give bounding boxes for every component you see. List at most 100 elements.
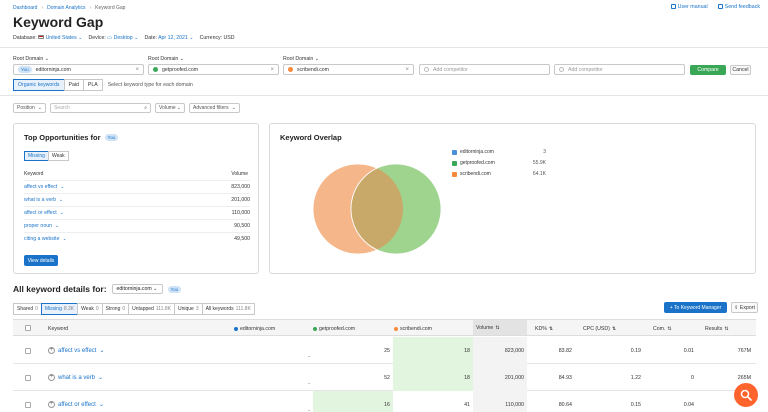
export-label: Export bbox=[739, 304, 755, 311]
legend-item[interactable]: editorninja.com 3 bbox=[452, 149, 546, 155]
database-value: United States bbox=[45, 35, 77, 41]
keyword-text: affect or effect bbox=[58, 401, 96, 408]
tab-missing[interactable]: Missing 8.3K bbox=[40, 303, 79, 315]
tab-untapped[interactable]: Untapped 111.8K bbox=[128, 303, 175, 315]
view-details-button[interactable]: View details bbox=[24, 255, 58, 266]
cancel-button[interactable]: Cancel bbox=[730, 65, 751, 75]
opportunity-keyword[interactable]: citing a website bbox=[24, 236, 60, 242]
col-com[interactable]: Com. ⇅ bbox=[653, 326, 672, 332]
legend-item[interactable]: getproofed.com 55.9K bbox=[452, 160, 546, 166]
venn-diagram: ◦ bbox=[312, 163, 442, 255]
add-competitor-input[interactable]: Add competitor bbox=[554, 64, 685, 75]
domain-input-competitor-1[interactable]: getproofed.com × bbox=[148, 64, 279, 75]
root-domain-dropdown[interactable]: Root Domain ⌄ bbox=[148, 56, 184, 62]
opportunity-keyword[interactable]: what is a verb bbox=[24, 197, 57, 203]
list-item: affect or effect ⌄ 110,000 bbox=[24, 206, 250, 219]
compare-button[interactable]: Compare bbox=[690, 65, 726, 75]
tab-weak[interactable]: Weak bbox=[47, 151, 69, 161]
opportunity-keyword[interactable]: affect or effect bbox=[24, 210, 57, 216]
tab-missing[interactable]: Missing bbox=[24, 151, 49, 161]
breadcrumb-separator: › bbox=[89, 5, 92, 11]
col-label: scribendi.com bbox=[400, 326, 433, 332]
volume-filter[interactable]: Volume ⌄ bbox=[155, 103, 185, 113]
breadcrumb-dashboard[interactable]: Dashboard bbox=[13, 5, 38, 11]
tab-strong[interactable]: Strong 0 bbox=[101, 303, 130, 315]
green-dot-icon bbox=[313, 327, 317, 331]
row-checkbox[interactable] bbox=[25, 391, 31, 412]
add-icon[interactable]: + bbox=[48, 401, 55, 408]
col-scribendi[interactable]: scribendi.com bbox=[394, 326, 432, 332]
clear-icon[interactable]: × bbox=[405, 66, 409, 73]
col-cpc[interactable]: CPC (USD) ⇅ bbox=[583, 326, 616, 332]
keyword-search-input[interactable]: Search ⌕ bbox=[50, 103, 151, 113]
user-manual-link[interactable]: User manual bbox=[670, 4, 708, 10]
divider bbox=[0, 95, 768, 96]
chevron-down-icon: ⌄ bbox=[153, 286, 158, 292]
tab-label: Missing bbox=[44, 306, 62, 312]
domain-select[interactable]: editorninja.com ⌄ bbox=[111, 284, 163, 294]
keyword-cell[interactable]: + what is a verb ⌄ bbox=[48, 364, 103, 391]
search-icon[interactable]: ⌕ bbox=[144, 105, 147, 111]
add-icon[interactable]: + bbox=[48, 374, 55, 381]
tab-shared[interactable]: Shared 0 bbox=[13, 303, 42, 315]
col-getproofed[interactable]: getproofed.com bbox=[313, 326, 355, 332]
keyword-text: what is a verb bbox=[58, 374, 96, 381]
select-all-checkbox[interactable] bbox=[25, 325, 31, 331]
clear-icon[interactable]: × bbox=[270, 66, 274, 73]
clear-icon[interactable]: × bbox=[135, 66, 139, 73]
chevron-down-icon[interactable]: ⌄ bbox=[98, 402, 104, 408]
keyword-cell[interactable]: + affect or effect ⌄ bbox=[48, 391, 104, 412]
legend-item[interactable]: scribendi.com 64.1K bbox=[452, 171, 546, 177]
user-manual-label: User manual bbox=[677, 4, 708, 10]
col-kd[interactable]: KD% ⇅ bbox=[535, 326, 553, 332]
volume-cell: 201,000 bbox=[473, 364, 527, 391]
position-filter[interactable]: Position ⌄ bbox=[13, 103, 46, 113]
venn-intersection[interactable] bbox=[350, 164, 441, 254]
volume-cell: 110,000 bbox=[473, 391, 527, 412]
opportunity-keyword[interactable]: affect vs effect bbox=[24, 184, 58, 190]
chevron-down-icon[interactable]: ⌄ bbox=[59, 197, 64, 203]
chevron-down-icon[interactable]: ⌄ bbox=[60, 184, 65, 190]
chevron-down-icon[interactable]: ⌄ bbox=[59, 210, 65, 216]
col-keyword[interactable]: Keyword bbox=[48, 326, 69, 332]
col-editorninja[interactable]: editorninja.com bbox=[234, 326, 275, 332]
date-filter[interactable]: Date: Apr 12, 2021 ⌄ bbox=[145, 35, 194, 41]
col-volume: Volume bbox=[231, 171, 248, 177]
row-checkbox[interactable] bbox=[25, 364, 31, 391]
checkbox-icon bbox=[452, 171, 457, 177]
chevron-down-icon[interactable]: ⌄ bbox=[98, 375, 104, 381]
floating-search-button[interactable] bbox=[734, 383, 758, 407]
tab-unique[interactable]: Unique 3 bbox=[173, 303, 203, 315]
row-checkbox[interactable] bbox=[25, 337, 31, 364]
domain-input-competitor-2[interactable]: scribendi.com × bbox=[283, 64, 414, 75]
volume-filter-label: Volume bbox=[159, 105, 176, 111]
col-keyword: Keyword bbox=[24, 171, 44, 177]
col-results[interactable]: Results ⇅ bbox=[705, 326, 729, 332]
tab-all-keywords[interactable]: All keywords 111.8K bbox=[201, 303, 255, 315]
card-title: Keyword Overlap bbox=[280, 133, 342, 142]
add-competitor-input[interactable]: Add competitor bbox=[419, 64, 550, 75]
add-icon[interactable]: + bbox=[48, 347, 55, 354]
keyword-type-paid[interactable]: Paid bbox=[63, 79, 84, 91]
chevron-down-icon[interactable]: ⌄ bbox=[54, 223, 60, 229]
domain-input-you[interactable]: You editorninja.com × bbox=[13, 64, 144, 75]
root-domain-dropdown[interactable]: Root Domain ⌄ bbox=[283, 56, 319, 62]
chevron-down-icon[interactable]: ⌄ bbox=[99, 348, 105, 354]
database-filter[interactable]: Database: United States ⌄ bbox=[13, 35, 83, 41]
breadcrumb-domain-analytics[interactable]: Domain Analytics bbox=[47, 5, 86, 11]
device-filter[interactable]: Device: ▭ Desktop ⌄ bbox=[89, 35, 139, 41]
details-title: All keyword details for: bbox=[13, 284, 107, 294]
tab-weak[interactable]: Weak 0 bbox=[77, 303, 103, 315]
keyword-type-pla[interactable]: PLA bbox=[82, 79, 103, 91]
keyword-type-organic[interactable]: Organic keywords bbox=[13, 79, 65, 91]
export-button[interactable]: ⇪ Export bbox=[731, 302, 758, 313]
chevron-down-icon[interactable]: ⌄ bbox=[62, 236, 67, 242]
keyword-cell[interactable]: + affect vs effect ⌄ bbox=[48, 337, 105, 364]
opportunity-keyword[interactable]: proper noun bbox=[24, 223, 52, 229]
to-keyword-manager-button[interactable]: + To Keyword Manager bbox=[664, 302, 727, 313]
us-flag-icon bbox=[38, 35, 45, 39]
advanced-filters[interactable]: Advanced filters ⌄ bbox=[189, 103, 240, 113]
col-volume[interactable]: Volume ⇅ bbox=[473, 320, 527, 335]
send-feedback-link[interactable]: Send feedback bbox=[717, 4, 760, 10]
root-domain-dropdown[interactable]: Root Domain ⌄ bbox=[13, 56, 49, 62]
